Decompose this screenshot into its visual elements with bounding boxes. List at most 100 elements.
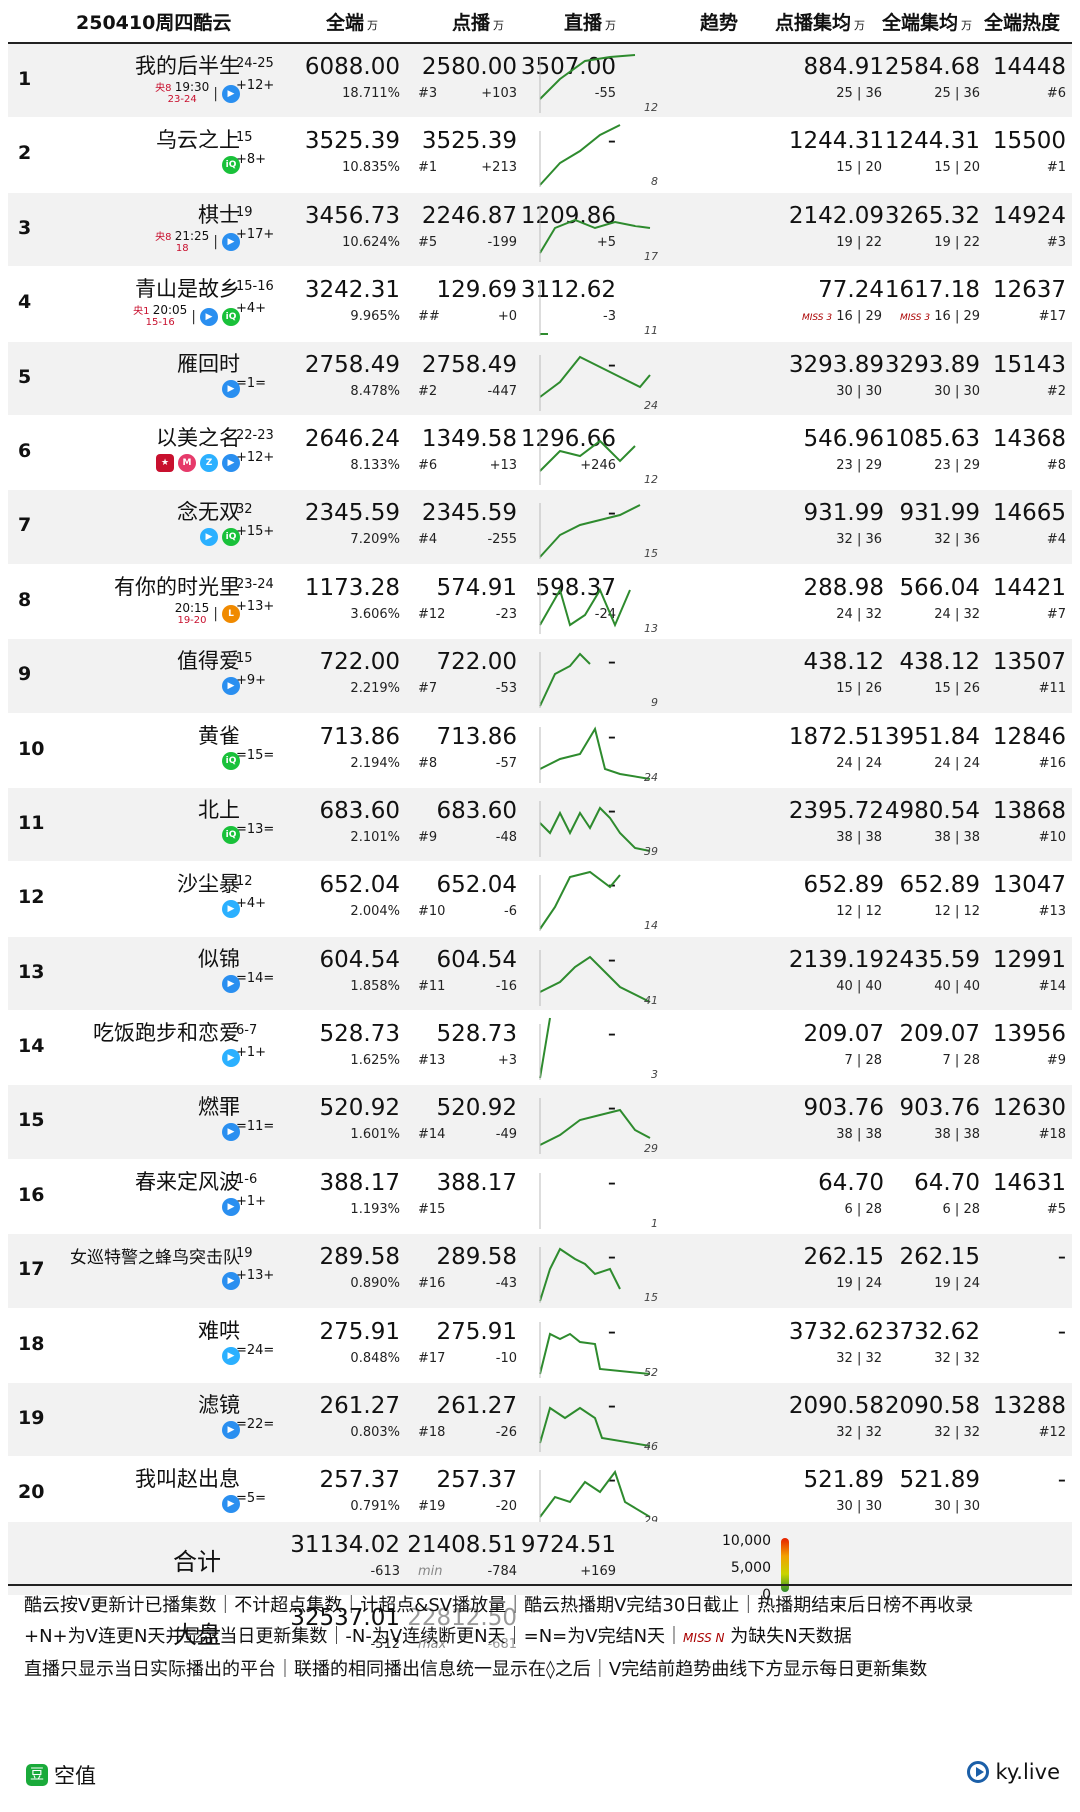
show-title[interactable]: 滤镜 [198, 1393, 240, 1418]
table-row[interactable]: 11 北上 =13= iQ 683.60 2.101% 683.60 #9 -4… [8, 787, 1072, 863]
table-row[interactable]: 8 有你的时光里 23-24 +13+ 20:15 19-20 | L 1173.28… [8, 565, 1072, 640]
live-views: - [607, 1244, 616, 1271]
show-title[interactable]: 吃饭跑步和恋爱 [93, 1021, 240, 1046]
brand-left: 豆 空值 [26, 1760, 96, 1790]
sparkline-line [539, 1017, 551, 1079]
live-delta: -3 [603, 309, 616, 325]
platform-list: 20:15 19-20 | L [175, 602, 240, 626]
all-avg: 1617.18 [884, 277, 980, 304]
table-row[interactable]: 17 女巡特警之蜂鸟突击队 19 +13+ ▶ 289.58 0.890% 28… [8, 1234, 1072, 1309]
table-row[interactable]: 14 吃饭跑步和恋爱 6-7 +1+ ▶ 528.73 1.625% 528.7… [8, 1011, 1072, 1086]
table-row[interactable]: 2 乌云之上 15 +8+ iQ 3525.39 10.835% 3525.39… [8, 118, 1072, 193]
show-title[interactable]: 沙尘暴 [177, 872, 240, 897]
table-row[interactable]: 12 沙尘暴 12 +4+ ▶ 652.04 2.004% 652.04 #10… [8, 862, 1072, 937]
table-row[interactable]: 10 黄雀 =15= iQ 713.86 2.194% 713.86 #8 -5… [8, 714, 1072, 788]
trend-sparkline: 1 [538, 1163, 658, 1230]
show-title[interactable]: 念无双 [177, 500, 240, 525]
show-title[interactable]: 北上 [198, 797, 240, 822]
date-title: 250410周四酷云 [76, 12, 232, 34]
show-title[interactable]: 青山是故乡 [135, 277, 240, 302]
vod-views: 2758.49 [421, 351, 517, 378]
all-views: 289.58 [319, 1244, 400, 1271]
share-percent: 9.965% [350, 309, 400, 325]
brand-right[interactable]: ky.live [967, 1760, 1060, 1784]
sparkline-line [539, 806, 651, 852]
sparkline-svg [539, 428, 636, 485]
vod-rank: #18 [418, 1425, 446, 1441]
all-views: 388.17 [319, 1169, 400, 1196]
episode-count: 19 [236, 204, 253, 220]
show-title[interactable]: 以美之名 [156, 425, 240, 450]
table-row[interactable]: 20 我叫赵出息 =5= ▶ 257.37 0.791% 257.37 #19 … [8, 1457, 1072, 1532]
live-views: - [607, 1467, 616, 1494]
vod-rank: #12 [418, 606, 446, 622]
table-row[interactable]: 3 棋士 19 +17+ 央8 21:25 18 | ▶ 3456.73 10.624… [8, 192, 1072, 268]
heat-value: - [1057, 1318, 1066, 1345]
all-avg-sub: 38 | 38 [934, 1127, 980, 1143]
table-row[interactable]: 4 青山是故乡 15-16 +4+ 央1 20:05 15-16 | ▶ iQ 3242… [8, 267, 1072, 342]
market-label: 大盘 [173, 1621, 221, 1649]
live-views: - [607, 649, 616, 676]
table-row[interactable]: 16 春来定风波 1-6 +1+ ▶ 388.17 1.193% 388.17 … [8, 1160, 1072, 1235]
trend-sparkline: 24 [538, 345, 658, 412]
iqiyi-icon: iQ [222, 528, 240, 547]
rank-number: 8 [18, 588, 32, 611]
trend-days: 11 [644, 324, 658, 338]
table-row[interactable]: 19 滤镜 =22= ▶ 261.27 0.803% 261.27 #18 -2… [8, 1383, 1072, 1458]
heat-value: 14421 [992, 574, 1066, 601]
vod-delta: -26 [495, 1425, 517, 1441]
show-title[interactable]: 春来定风波 [135, 1169, 240, 1194]
table-row[interactable]: 18 难哄 =24= ▶ 275.91 0.848% 275.91 #17 -1… [8, 1309, 1072, 1384]
col-pavg-header: 点播集均万 [775, 12, 866, 34]
update-status: +9+ [236, 673, 267, 689]
show-title[interactable]: 值得爱 [177, 649, 240, 674]
episode-count: 24-25 [236, 56, 274, 71]
show-title[interactable]: 有你的时光里 [114, 574, 240, 599]
heat-value: 13288 [992, 1393, 1066, 1420]
show-title[interactable]: 棋士 [198, 202, 240, 227]
update-status: +8+ [236, 152, 267, 168]
trend-days: 8 [651, 175, 658, 189]
update-status: =24= [236, 1342, 275, 1358]
share-percent: 1.858% [350, 978, 400, 994]
show-title[interactable]: 我的后半生 [135, 54, 240, 78]
all-avg: 3265.32 [884, 202, 980, 229]
vod-views: 2345.59 [421, 500, 517, 527]
table-row[interactable]: 1 我的后半生 24-25 +12+ 央8 19:30 23-24 | ▶ 6088.… [8, 44, 1072, 119]
show-title[interactable]: 难哄 [198, 1318, 240, 1343]
tencent-video-icon: ▶ [222, 1272, 240, 1291]
table-row[interactable]: 7 念无双 32 +15+ ▶ iQ 2345.59 7.209% 2345.59… [8, 490, 1072, 565]
heat-rank: #10 [1038, 829, 1066, 845]
legend-tick: 10,000 [722, 1533, 771, 1549]
trend-days: 3 [651, 1068, 658, 1082]
show-title[interactable]: 雁回时 [177, 351, 240, 376]
table-row[interactable]: 13 似锦 =14= ▶ 604.54 1.858% 604.54 #11 -1… [8, 936, 1072, 1012]
table-row[interactable]: 5 雁回时 =1= ▶ 2758.49 8.478% 2758.49 #2 -4… [8, 341, 1072, 416]
all-views: 3456.73 [304, 202, 400, 229]
sparkline-svg [539, 280, 548, 337]
tencent-video-icon: ▶ [222, 379, 240, 398]
all-avg-sub: 19 | 22 [934, 234, 980, 250]
table-row[interactable]: 9 值得爱 15 +9+ ▶ 722.00 2.219% 722.00 #7 -… [8, 639, 1072, 714]
table-row[interactable]: 6 以美之名 22-23 +12+ ★ M Z ▶ 2646.24 8.133% 13… [8, 416, 1072, 491]
show-title[interactable]: 女巡特警之蜂鸟突击队 [70, 1248, 240, 1269]
show-title[interactable]: 黄雀 [198, 723, 240, 748]
vod-avg: 77.24 [818, 277, 884, 304]
heat-value: 14448 [992, 54, 1066, 80]
vod-delta: -16 [495, 978, 517, 994]
show-title[interactable]: 乌云之上 [156, 128, 240, 153]
vod-delta: -6 [504, 904, 517, 920]
vod-rank: #3 [418, 86, 438, 101]
show-title[interactable]: 燃罪 [198, 1095, 240, 1120]
episode-count: 23-24 [236, 576, 274, 592]
vod-delta: -43 [495, 1276, 517, 1292]
vod-avg: 2395.72 [788, 797, 884, 824]
sparkline-line [539, 871, 621, 930]
heat-value: 15500 [992, 128, 1066, 155]
trend-days: 15 [644, 1291, 658, 1305]
sparkline-svg [539, 54, 636, 113]
show-title[interactable]: 似锦 [198, 946, 240, 971]
show-title[interactable]: 我叫赵出息 [135, 1467, 240, 1492]
table-row[interactable]: 15 燃罪 =11= ▶ 520.92 1.601% 520.92 #14 -4… [8, 1085, 1072, 1160]
vod-avg-sub: 30 | 30 [836, 1499, 882, 1515]
